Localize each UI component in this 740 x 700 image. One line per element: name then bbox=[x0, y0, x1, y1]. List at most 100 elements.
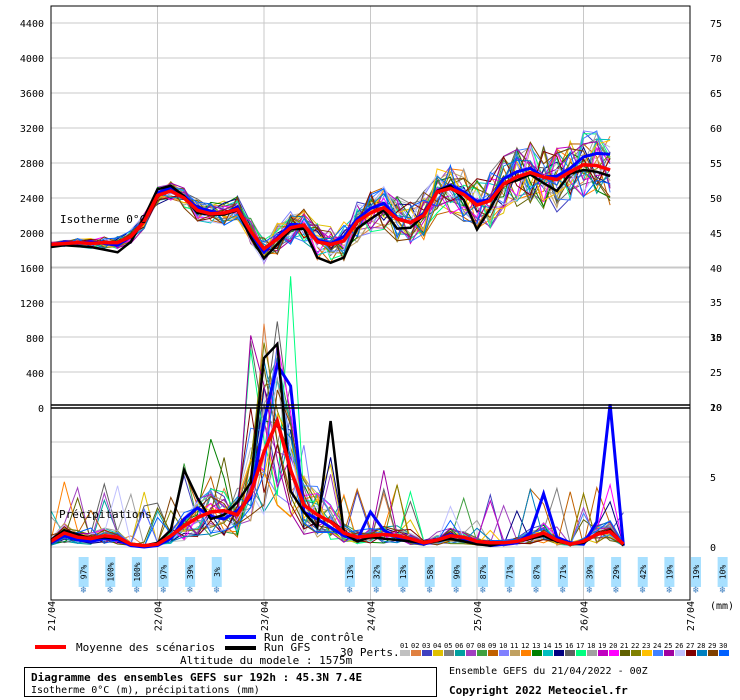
iso-member-line bbox=[50, 159, 611, 255]
pert-id-label: 17 bbox=[576, 642, 584, 650]
snow-bar bbox=[211, 557, 222, 587]
snow-prob-label: 87% bbox=[479, 565, 488, 580]
upper-right-tick-label: 20 bbox=[710, 403, 722, 414]
pert-id-label: 12 bbox=[521, 642, 529, 650]
precip-series-label: Précipitations bbox=[59, 508, 152, 521]
snowflake-icon: ❄ bbox=[107, 585, 114, 596]
snowflake-icon: ❄ bbox=[400, 585, 407, 596]
snow-prob-label: 13% bbox=[346, 565, 355, 580]
pert-color-swatch bbox=[620, 650, 630, 656]
snow-bar bbox=[531, 557, 542, 587]
iso-tick-label: 4400 bbox=[20, 19, 44, 30]
iso-tick-label: 3600 bbox=[20, 89, 44, 100]
pert-color-swatch bbox=[433, 650, 443, 656]
precip-tick-label: 5 bbox=[710, 473, 716, 484]
plot-frame bbox=[50, 5, 691, 601]
date-label: 25/04 bbox=[473, 601, 484, 631]
snow-bar bbox=[611, 557, 622, 587]
pert-color-swatch bbox=[708, 650, 718, 656]
snowflake-icon: ❄ bbox=[347, 585, 354, 596]
pert-id-label: 18 bbox=[587, 642, 595, 650]
pert-id-label: 01 bbox=[400, 642, 408, 650]
snowflake-icon: ❄ bbox=[427, 585, 434, 596]
pert-color-swatch bbox=[675, 650, 685, 656]
pert-id-label: 22 bbox=[631, 642, 639, 650]
iso-right-tick-label: 55 bbox=[710, 159, 722, 170]
snowflake-icon: ❄ bbox=[720, 585, 727, 596]
pert-color-swatch bbox=[554, 650, 564, 656]
pert-id-label: 28 bbox=[697, 642, 705, 650]
snow-bar bbox=[478, 557, 488, 587]
pert-color-swatch bbox=[576, 650, 586, 656]
pert-color-swatch bbox=[521, 650, 531, 656]
perts-legend-label: 30 Perts. bbox=[340, 646, 400, 659]
snow-bar bbox=[664, 557, 675, 587]
pert-id-label: 06 bbox=[455, 642, 463, 650]
snow-bar bbox=[424, 557, 435, 587]
pert-color-swatch bbox=[565, 650, 575, 656]
snowflake-icon: ❄ bbox=[666, 585, 673, 596]
snow-prob-label: 100% bbox=[106, 562, 115, 581]
iso-right-tick-label: 50 bbox=[710, 194, 722, 205]
snowflake-icon: ❄ bbox=[134, 585, 141, 596]
diagram-subtitle: Isotherme 0°C (m), précipitations (mm) bbox=[31, 685, 260, 696]
snow-prob-label: 97% bbox=[160, 565, 169, 580]
snow-prob-label: 100% bbox=[133, 562, 142, 581]
snow-prob-label: 10% bbox=[719, 565, 728, 580]
pert-color-swatch bbox=[598, 650, 608, 656]
snow-bar bbox=[185, 557, 196, 587]
iso-tick-label: 3200 bbox=[20, 124, 44, 135]
pert-id-label: 23 bbox=[642, 642, 650, 650]
mean-legend-label: Moyenne des scénarios bbox=[76, 641, 215, 654]
pert-id-label: 05 bbox=[444, 642, 452, 650]
date-label: 21/04 bbox=[47, 601, 58, 631]
pert-id-label: 27 bbox=[686, 642, 694, 650]
snowflake-icon: ❄ bbox=[214, 585, 221, 596]
snow-prob-label: 71% bbox=[559, 565, 568, 580]
pert-id-label: 21 bbox=[620, 642, 628, 650]
precip-tick-label: 0 bbox=[710, 543, 716, 554]
snowflake-icon: ❄ bbox=[640, 585, 647, 596]
snow-probabilities: 97% ❄ 100% ❄ 100% ❄ 97% ❄ 39% ❄ 3% ❄ 13% ❄ 32% ❄ 13% ❄ 58%… bbox=[78, 557, 728, 596]
snow-prob-label: 39% bbox=[586, 565, 595, 580]
snow-prob-label: 71% bbox=[506, 565, 515, 580]
date-label: 26/04 bbox=[580, 601, 591, 631]
snow-prob-label: 90% bbox=[452, 565, 461, 580]
pert-color-swatch bbox=[686, 650, 696, 656]
snowflake-icon: ❄ bbox=[613, 585, 620, 596]
iso-right-tick-label: 70 bbox=[710, 54, 722, 65]
snowflake-icon: ❄ bbox=[533, 585, 540, 596]
snow-prob-label: 97% bbox=[80, 565, 89, 580]
snow-prob-label: 19% bbox=[692, 565, 701, 580]
pert-color-swatch bbox=[631, 650, 641, 656]
snow-bar bbox=[158, 557, 169, 587]
precip-tick-label: 15 bbox=[710, 333, 722, 344]
iso-tick-label: 2000 bbox=[20, 229, 44, 240]
pert-id-label: 25 bbox=[664, 642, 672, 650]
snowflake-icon: ❄ bbox=[560, 585, 567, 596]
pert-id-label: 14 bbox=[543, 642, 551, 650]
snow-bar bbox=[371, 557, 382, 587]
pert-id-label: 04 bbox=[433, 642, 441, 650]
date-label: 23/04 bbox=[260, 601, 271, 631]
pert-color-swatch bbox=[411, 650, 421, 656]
snow-prob-label: 32% bbox=[373, 565, 382, 580]
diagram-title: Diagramme des ensembles GEFS sur 192h : … bbox=[31, 671, 363, 684]
pert-id-label: 30 bbox=[719, 642, 727, 650]
snow-prob-label: 87% bbox=[532, 565, 541, 580]
pert-id-label: 08 bbox=[477, 642, 485, 650]
precip-left-tick-label: 400 bbox=[26, 369, 44, 380]
pert-id-label: 03 bbox=[422, 642, 430, 650]
pert-color-swatch bbox=[697, 650, 707, 656]
date-label: 27/04 bbox=[686, 601, 697, 631]
snow-prob-label: 58% bbox=[426, 565, 435, 580]
date-label: 22/04 bbox=[154, 601, 165, 631]
axes: Isotherme 0°CPrécipitations1600200024002… bbox=[20, 5, 734, 631]
pert-color-swatch bbox=[466, 650, 476, 656]
pert-id-label: 15 bbox=[554, 642, 562, 650]
snow-prob-label: 19% bbox=[665, 565, 674, 580]
snow-prob-label: 42% bbox=[639, 565, 648, 580]
main-series bbox=[50, 151, 625, 549]
snow-bar bbox=[557, 557, 568, 587]
pert-color-swatch bbox=[400, 650, 410, 656]
